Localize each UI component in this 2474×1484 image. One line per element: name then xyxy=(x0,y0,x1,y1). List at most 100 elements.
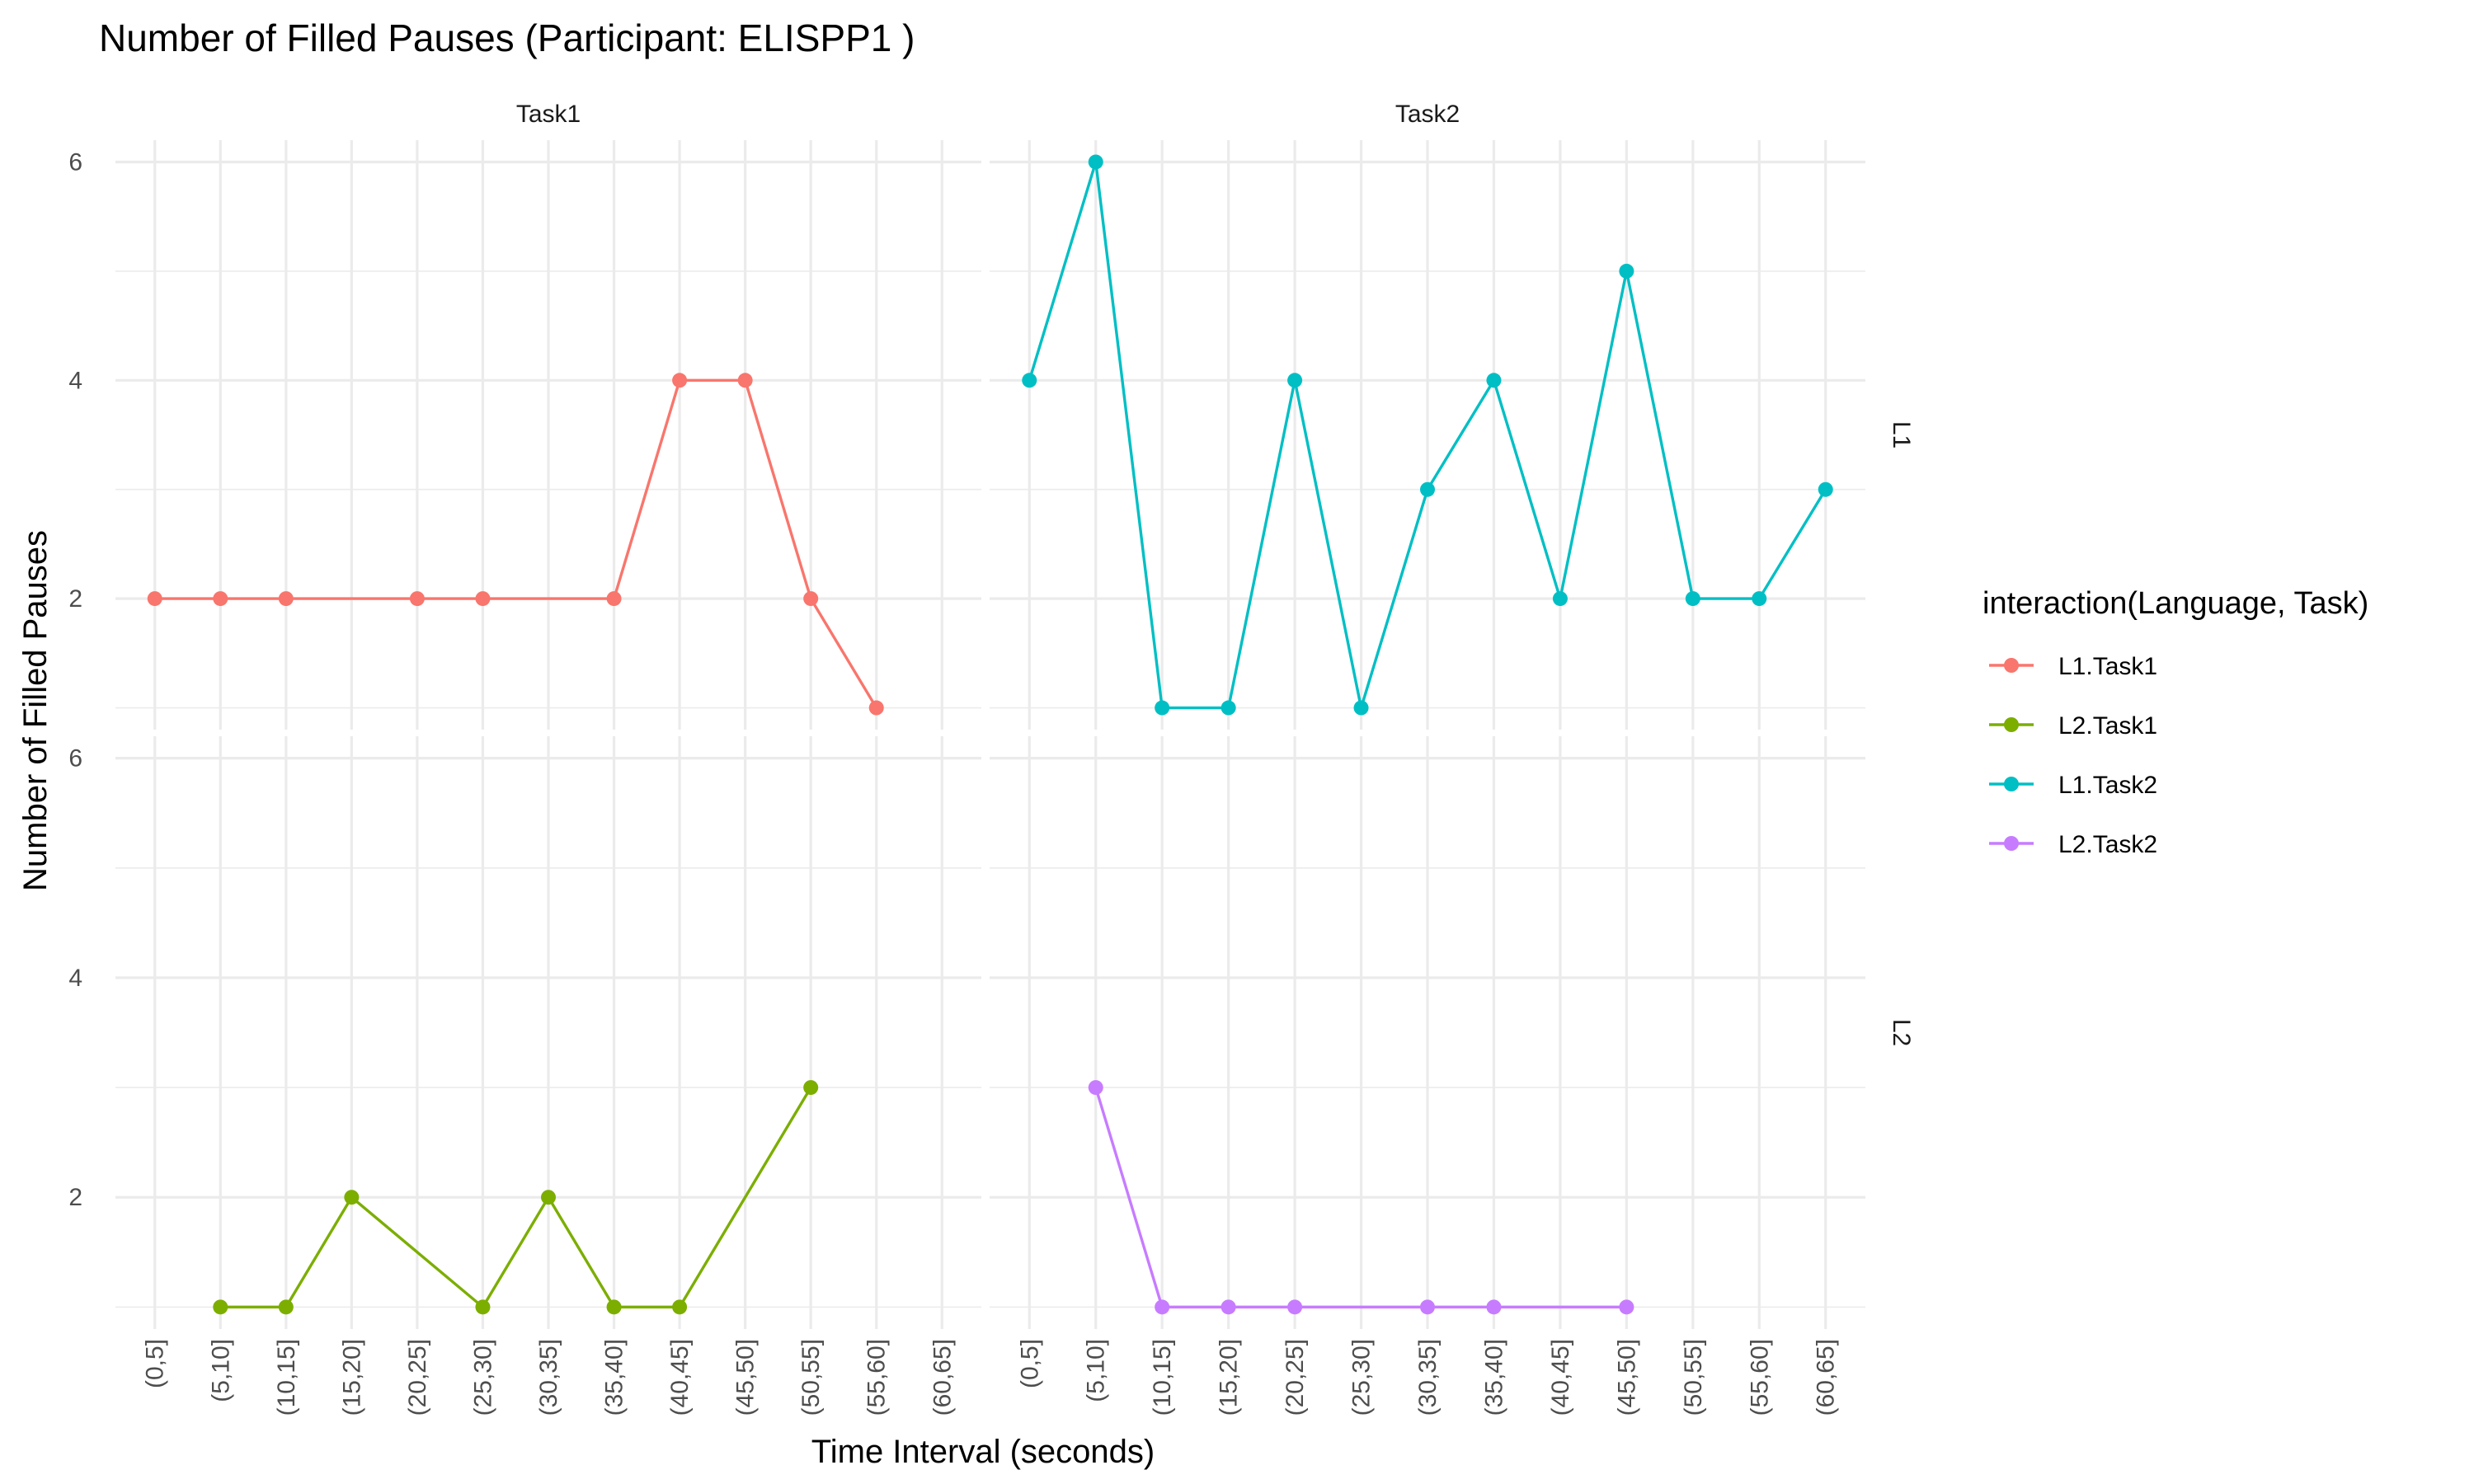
x-tick-label: (45,50] xyxy=(732,1339,760,1416)
y-tick-label: 4 xyxy=(68,367,82,394)
series-line xyxy=(220,1087,812,1309)
x-tick-label: (30,35] xyxy=(1414,1339,1442,1416)
chart-title: Number of Filled Pauses (Participant: EL… xyxy=(99,16,915,59)
x-tick-label: (5,10] xyxy=(1083,1339,1110,1402)
x-tick-label: (55,60] xyxy=(1746,1339,1773,1416)
x-tick-label: (45,50] xyxy=(1613,1339,1640,1416)
x-tick-label: (60,65] xyxy=(1813,1339,1840,1416)
legend-entry: L2.Task1 xyxy=(1989,712,2157,740)
data-point xyxy=(541,1190,556,1205)
data-point xyxy=(147,591,162,607)
axes: Time Interval (seconds) Number of Filled… xyxy=(17,101,1915,1470)
x-tick-label: (50,55] xyxy=(1680,1339,1707,1416)
facet-panel xyxy=(990,736,1865,1329)
x-tick-label: (15,20] xyxy=(338,1339,365,1416)
x-tick-label: (40,45] xyxy=(666,1339,694,1416)
x-tick-label: (35,40] xyxy=(1480,1339,1507,1416)
x-tick-label: (0,5] xyxy=(1016,1339,1043,1388)
x-tick-label: (10,15] xyxy=(1149,1339,1176,1416)
legend-label: L1.Task2 xyxy=(2058,772,2157,799)
data-point xyxy=(213,591,228,607)
y-tick-label: 2 xyxy=(68,585,82,613)
data-point xyxy=(672,373,688,388)
x-tick-label: (0,5] xyxy=(142,1339,169,1388)
data-point xyxy=(606,1299,622,1315)
data-point xyxy=(1486,373,1502,388)
facet-panel xyxy=(115,736,981,1329)
data-point xyxy=(1287,1299,1303,1315)
facet-panel xyxy=(990,140,1865,730)
data-point xyxy=(1619,1299,1634,1315)
data-point xyxy=(606,591,622,607)
legend-title: interaction(Language, Task) xyxy=(1982,586,2368,621)
series-line xyxy=(154,378,878,709)
series-l1-task1 xyxy=(147,373,884,716)
y-tick-label: 6 xyxy=(68,745,82,773)
series-l2-task1 xyxy=(213,1080,819,1315)
facet-column-label: Task1 xyxy=(516,101,581,128)
y-axis-title: Number of Filled Pauses xyxy=(17,530,54,891)
data-point xyxy=(803,1080,819,1096)
x-tick-label: (35,40] xyxy=(601,1339,628,1416)
data-point xyxy=(803,591,819,607)
data-point xyxy=(868,700,884,716)
x-tick-label: (20,25] xyxy=(404,1339,431,1416)
data-point xyxy=(1752,591,1767,607)
series-l1-task2 xyxy=(1022,154,1833,716)
legend-key-point xyxy=(2004,717,2019,732)
facet-row-label: L1 xyxy=(1888,421,1915,448)
data-point xyxy=(1818,481,1833,497)
data-point xyxy=(213,1299,228,1315)
series-l2-task2 xyxy=(1088,1080,1634,1315)
legend-label: L1.Task1 xyxy=(2058,653,2157,680)
legend-label: L2.Task1 xyxy=(2058,712,2157,740)
data-point xyxy=(1088,154,1103,170)
x-tick-label: (60,65] xyxy=(929,1339,956,1416)
x-tick-label: (5,10] xyxy=(207,1339,234,1402)
x-tick-label: (30,35] xyxy=(535,1339,562,1416)
legend-entry: L2.Task2 xyxy=(1989,831,2157,858)
legend-entry: L1.Task1 xyxy=(1989,653,2157,680)
data-point xyxy=(278,1299,294,1315)
data-point xyxy=(1685,591,1700,607)
y-tick-label: 2 xyxy=(68,1184,82,1211)
x-tick-label: (25,30] xyxy=(469,1339,496,1416)
data-point xyxy=(1486,1299,1502,1315)
data-point xyxy=(409,591,425,607)
legend-entry: L1.Task2 xyxy=(1989,772,2157,799)
legend-label: L2.Task2 xyxy=(2058,831,2157,858)
data-point xyxy=(1221,1299,1236,1315)
data-point xyxy=(344,1190,360,1205)
legend: interaction(Language, Task) L1.Task1 L2.T… xyxy=(1982,586,2368,858)
data-point xyxy=(1420,1299,1435,1315)
data-point xyxy=(1088,1080,1103,1096)
data-point xyxy=(475,1299,491,1315)
x-tick-label: (25,30] xyxy=(1348,1339,1376,1416)
data-point xyxy=(1155,700,1170,716)
x-tick-label: (15,20] xyxy=(1216,1339,1243,1416)
legend-key-point xyxy=(2004,777,2019,791)
x-tick-label: (40,45] xyxy=(1547,1339,1574,1416)
data-point xyxy=(1022,373,1037,388)
y-tick-label: 6 xyxy=(68,148,82,176)
x-tick-label: (55,60] xyxy=(863,1339,891,1416)
legend-key-point xyxy=(2004,658,2019,673)
x-tick-label: (10,15] xyxy=(273,1339,300,1416)
data-point xyxy=(1420,481,1435,497)
x-tick-label: (20,25] xyxy=(1282,1339,1309,1416)
x-tick-label: (50,55] xyxy=(797,1339,825,1416)
x-axis-title: Time Interval (seconds) xyxy=(811,1434,1155,1470)
data-point xyxy=(475,591,491,607)
data-point xyxy=(672,1299,688,1315)
data-point xyxy=(1552,591,1568,607)
data-point xyxy=(737,373,753,388)
facet-row-label: L2 xyxy=(1888,1019,1915,1046)
data-point xyxy=(1287,373,1303,388)
data-point xyxy=(1221,700,1236,716)
data-point xyxy=(1353,700,1369,716)
facet-panel xyxy=(115,140,981,730)
data-point xyxy=(1619,263,1634,279)
facet-column-label: Task2 xyxy=(1395,101,1460,128)
